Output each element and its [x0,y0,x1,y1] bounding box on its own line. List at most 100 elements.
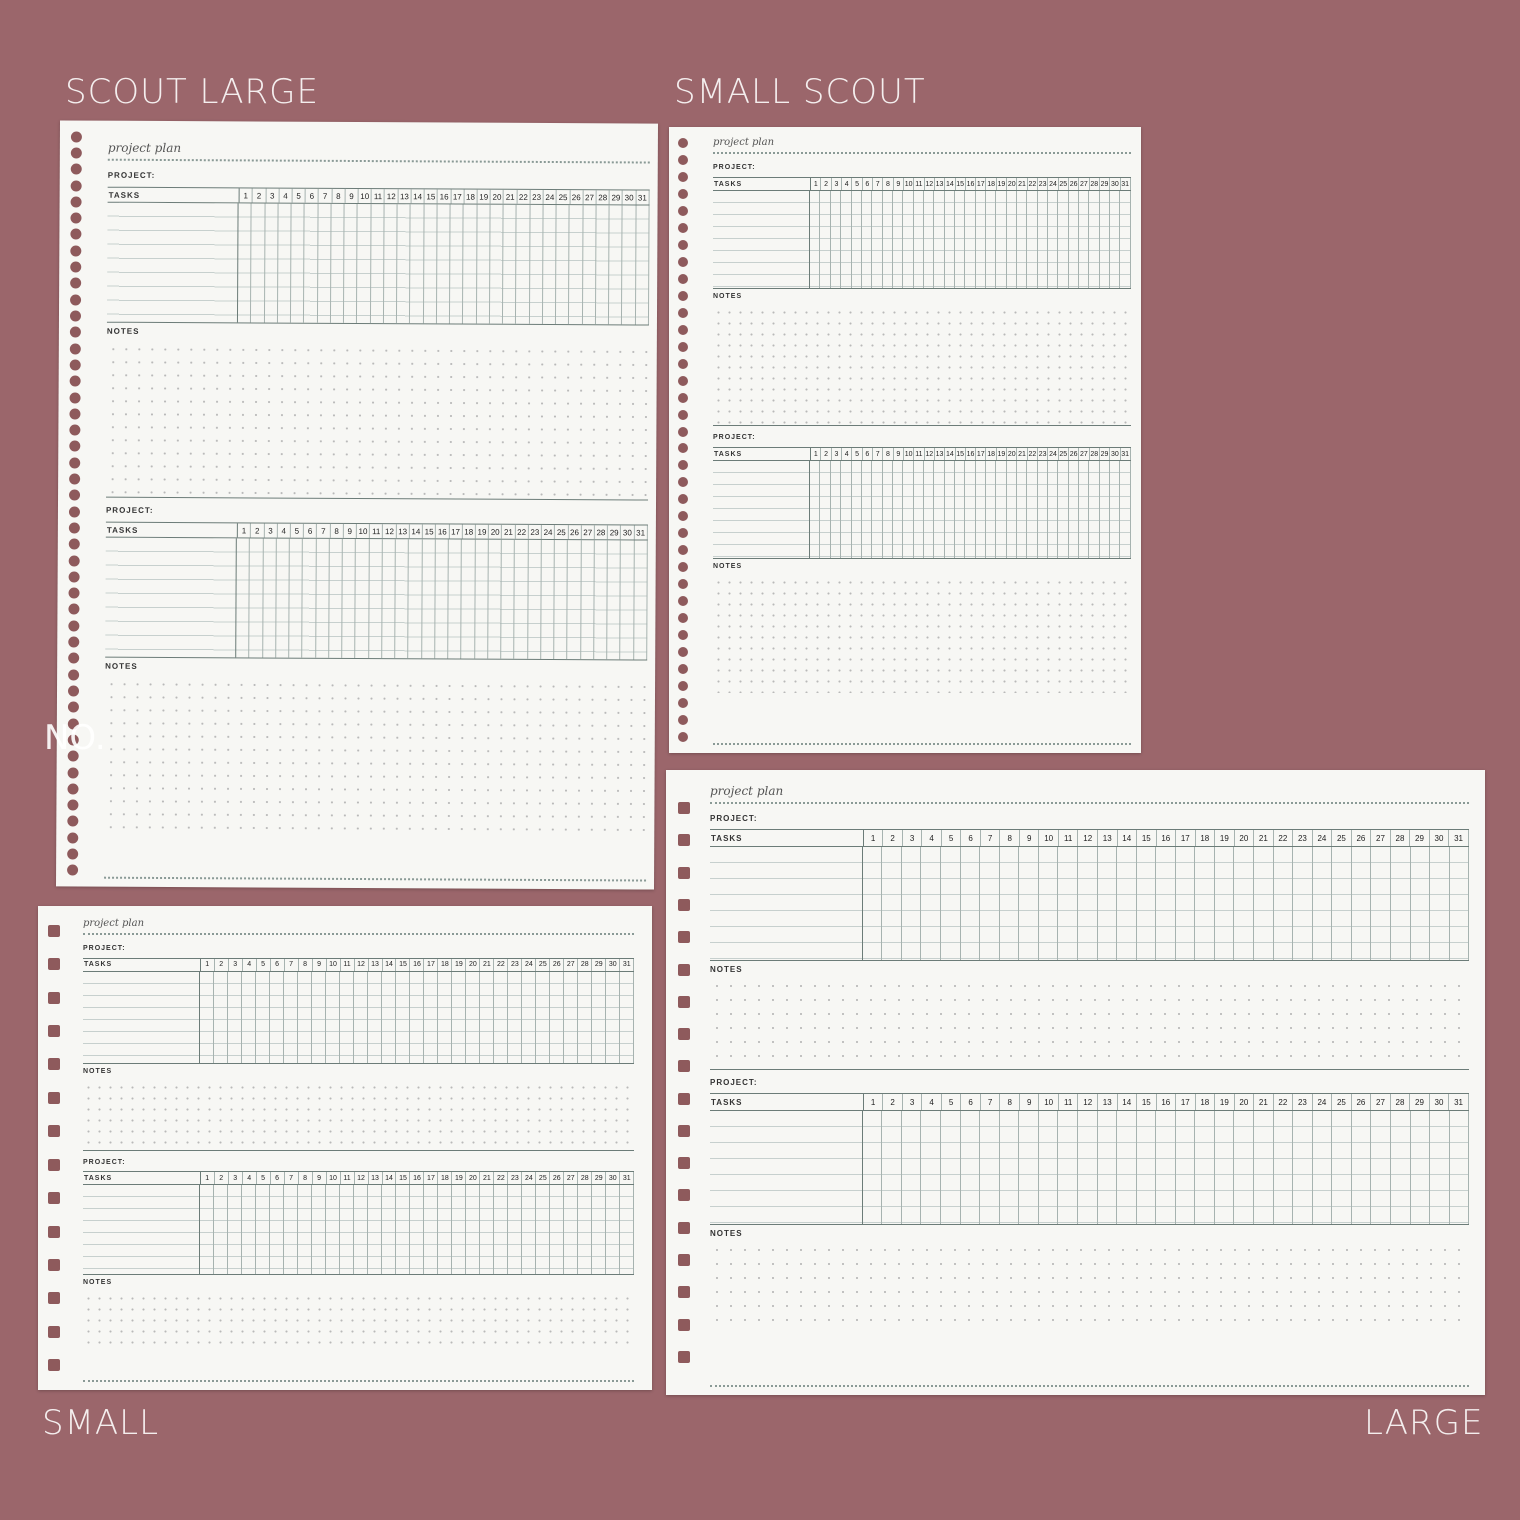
binder-hole [678,1157,690,1170]
dot-grid [710,979,1469,1069]
day-column [965,191,976,288]
day-header: 15 [1137,830,1157,846]
day-header: 3 [229,958,243,971]
day-column [810,461,821,558]
day-header: 2 [251,523,265,538]
binder-hole [678,138,688,149]
day-column [1391,847,1411,960]
day-column [354,971,368,1063]
day-header: 15 [396,1172,411,1184]
binder-hole [48,1259,60,1271]
day-column [1017,191,1028,288]
day-header: 24 [1313,1094,1333,1110]
day-header: 13 [1098,1094,1118,1110]
day-column [214,971,228,1063]
task-rows [83,1185,635,1274]
day-header: 10 [1039,830,1059,846]
day-column [852,461,862,558]
day-column [1069,191,1080,288]
binder-hole [678,409,688,420]
binder-hole [678,341,688,352]
day-column [902,847,922,960]
day-column [317,203,332,323]
binder-hole [67,848,79,860]
day-column [882,847,902,960]
day-column [893,461,904,558]
day-header: 12 [1078,830,1098,846]
day-header: 8 [1000,1094,1020,1110]
day-column [256,971,270,1063]
day-column [1234,1111,1255,1224]
day-header: 21 [502,524,516,539]
spacer [710,1329,1469,1385]
day-column [820,191,831,288]
day-header: 3 [903,830,923,846]
day-header: 10 [356,524,371,539]
day-column [1110,191,1121,288]
project-section: PROJECT: TASKS 1 2 3 4 5 6 7 8 9 10 11 12 13 14 15 16 17 18… [713,164,1131,426]
day-column [355,538,370,659]
day-column [284,1185,298,1274]
day-header: 4 [842,178,853,190]
day-header: 14 [383,958,397,971]
day-column [592,1185,607,1274]
binder-hole [678,579,688,590]
binder-hole [678,172,688,183]
day-column [1039,1111,1059,1224]
day-column [921,1111,942,1224]
day-header: 26 [550,958,565,971]
day-header: 7 [318,188,333,203]
day-header: 27 [1371,830,1391,846]
footer-dotted-rule [710,1385,1469,1387]
day-column [872,461,883,558]
day-column [961,1111,981,1224]
day-header: 4 [279,188,293,203]
day-header: 15 [422,524,437,539]
notes-section: NOTES [710,965,1469,1069]
binder-hole [48,1058,60,1071]
project-label: PROJECT: [713,164,756,171]
binder-hole [678,392,688,403]
binder-hole [48,924,60,937]
binder-hole [68,571,80,583]
day-column [1058,461,1069,558]
day-header: 19 [452,958,467,971]
day-column [501,539,516,659]
task-rows [710,1111,1470,1224]
day-header: 27 [1371,1094,1391,1110]
day-header: 28 [1090,448,1100,460]
planner-page-small: project plan PROJECT: TASKS 1 2 3 4 5 6 7 8 9 10 11 12… [38,906,652,1390]
day-column [921,847,942,960]
day-column [841,461,852,558]
binder-hole [68,636,80,648]
day-column [606,1185,621,1274]
day-column [408,539,423,659]
day-header: 24 [541,524,556,540]
day-header: 2 [883,830,903,846]
day-column [934,191,945,288]
project-section: PROJECT: TASKS 1 2 3 4 5 6 7 8 9 10 11 12 13 14 15 16 17 18… [83,945,635,1151]
binder-hole [678,1124,690,1137]
day-column [435,539,449,659]
day-column [480,1185,495,1274]
day-column [569,205,584,325]
day-column [1450,1111,1470,1224]
day-column [1100,191,1111,288]
day-column [1450,847,1470,960]
day-header: 6 [303,523,318,538]
day-column [633,540,648,660]
day-column [466,971,481,1063]
binder-hole [69,473,81,485]
binder-hole [70,131,82,143]
day-header: 5 [942,830,962,846]
day-column [536,1185,551,1274]
day-column [368,971,382,1063]
day-column [1048,191,1059,288]
day-column [831,461,842,558]
binder-hole [678,1286,690,1299]
day-column [289,538,304,658]
day-column [945,461,955,558]
day-header: 27 [564,1172,579,1184]
day-header: 29 [609,190,624,205]
notes-label: NOTES [83,1067,113,1075]
